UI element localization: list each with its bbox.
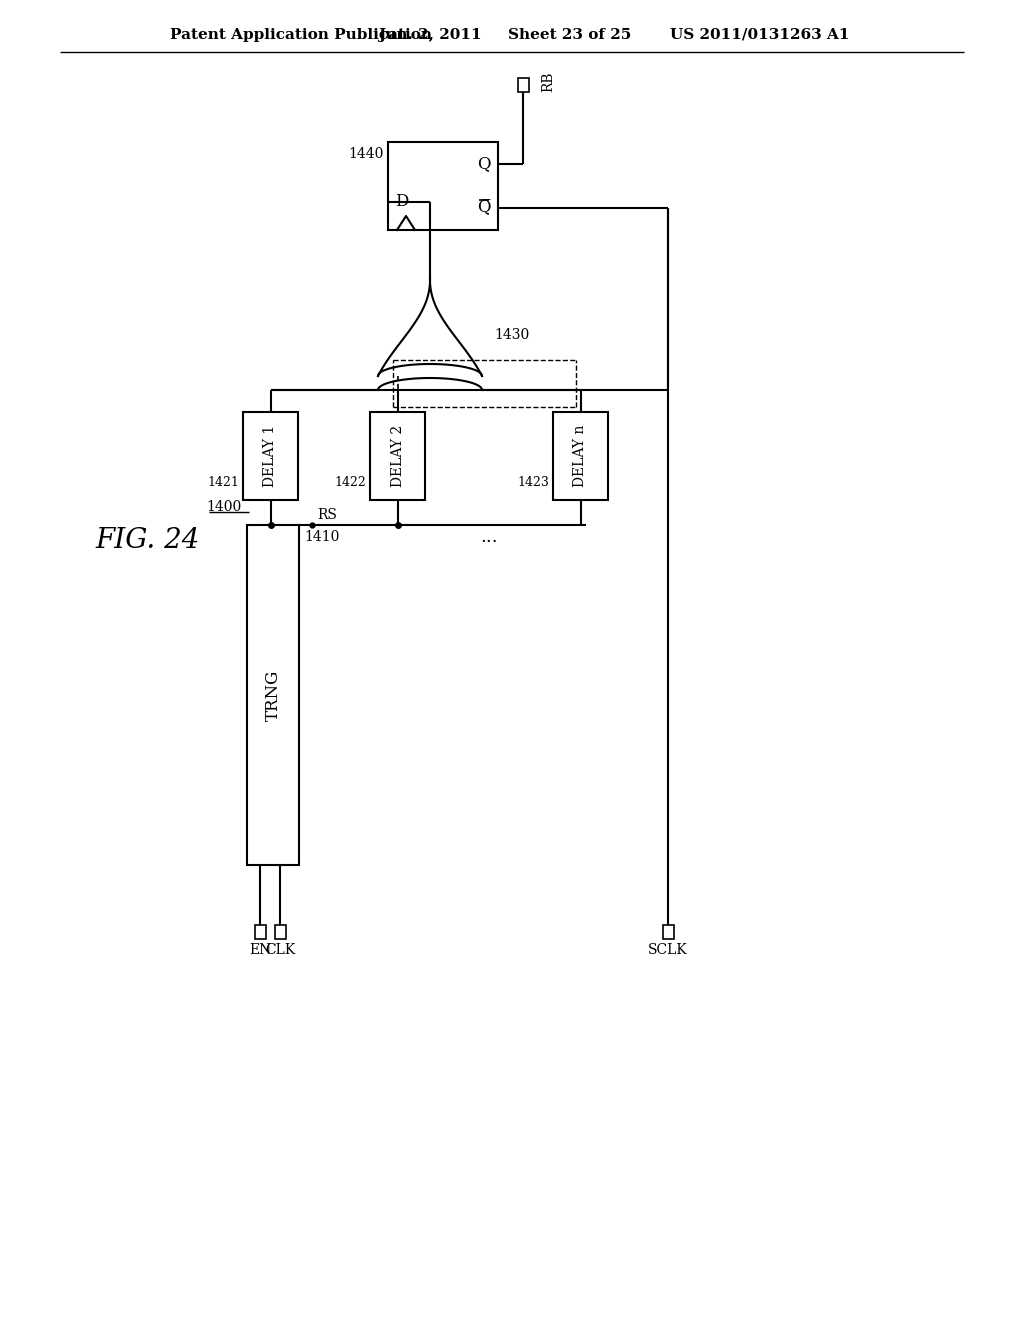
Text: 1421: 1421 (207, 475, 239, 488)
Text: RS: RS (317, 508, 337, 521)
Text: CLK: CLK (265, 942, 295, 957)
Bar (255, 925, 265, 939)
Bar (274, 925, 286, 939)
Text: US 2011/0131263 A1: US 2011/0131263 A1 (671, 28, 850, 42)
Text: Jun. 2, 2011: Jun. 2, 2011 (378, 28, 482, 42)
Text: Q: Q (477, 156, 490, 173)
Text: FIG. 24: FIG. 24 (96, 527, 200, 553)
Text: SCLK: SCLK (648, 942, 688, 957)
Bar (553, 412, 608, 500)
Text: Q̅: Q̅ (477, 199, 490, 216)
Text: EN: EN (249, 942, 271, 957)
Text: D: D (395, 194, 409, 210)
Text: ...: ... (480, 528, 498, 546)
Text: 1430: 1430 (494, 327, 529, 342)
Bar (388, 143, 498, 230)
Text: DELAY 2: DELAY 2 (390, 425, 404, 487)
Text: 1440: 1440 (348, 147, 384, 161)
Bar (663, 925, 674, 939)
Text: 1422: 1422 (334, 475, 366, 488)
Text: Sheet 23 of 25: Sheet 23 of 25 (508, 28, 632, 42)
Text: 1423: 1423 (517, 475, 549, 488)
Bar (517, 78, 528, 92)
Text: 1410: 1410 (304, 531, 339, 544)
Text: RB: RB (541, 71, 555, 92)
Bar (370, 412, 425, 500)
Text: DELAY 1: DELAY 1 (263, 425, 278, 487)
Text: DELAY n: DELAY n (573, 425, 588, 487)
Text: Patent Application Publication: Patent Application Publication (170, 28, 432, 42)
Bar (247, 525, 299, 865)
Bar (243, 412, 298, 500)
Text: TRNG: TRNG (264, 669, 282, 721)
Text: 1400: 1400 (207, 500, 242, 513)
